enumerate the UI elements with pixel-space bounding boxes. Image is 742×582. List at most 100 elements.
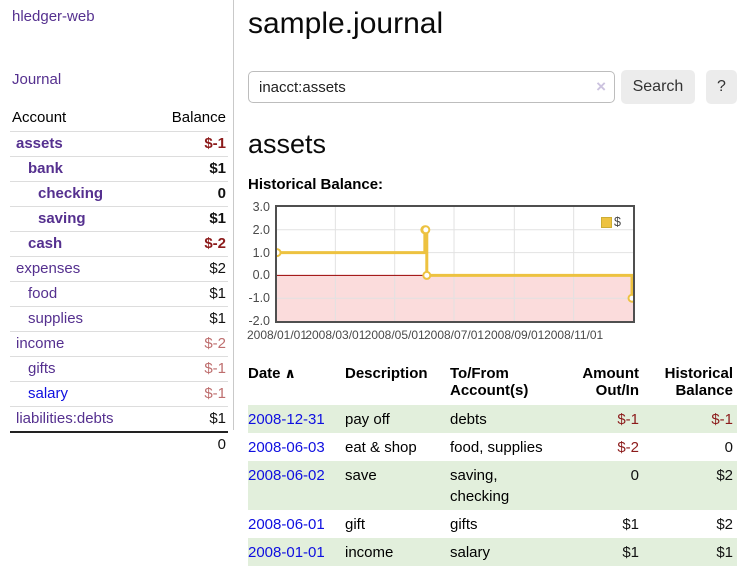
chart-legend: $ [601,215,621,229]
account-link[interactable]: food [28,285,58,302]
account-link[interactable]: cash [28,235,63,252]
account-balance: $1 [149,306,228,332]
chart-x-axis: 2008/01/01 2008/03/01 2008/05/01 2008/07/01… [247,328,633,343]
main-content: sample.journal × Search ? assets Histori… [247,0,737,566]
transaction-description: save [345,466,377,484]
data-point-marker [421,225,431,235]
account-link[interactable]: assets [16,135,63,152]
chart-y-axis: 3.0 2.0 1.0 0.0 -1.0 -2.0 [248,200,270,328]
account-row: salary $-1 [10,381,228,407]
search-button[interactable]: Search [621,70,695,104]
account-row: checking 0 [10,181,228,207]
account-balance: $1 [149,156,228,182]
accounts-header-account: Account [12,109,67,126]
search-input[interactable] [248,71,615,103]
transaction-accounts: gifts [450,515,478,533]
transaction-balance: $1 [716,543,733,561]
transaction-accounts: food, supplies [450,438,543,456]
x-axis-tick: 2008/03/01 [305,328,366,342]
transaction-amount: $-1 [617,410,639,428]
chart-plot-area: $ [275,205,635,323]
column-header-description: Description [345,365,428,382]
y-axis-tick: 3.0 [252,200,270,214]
transaction-row: 2008-06-03 eat & shop food, supplies $-2 0 [248,433,737,461]
sidebar-divider [233,0,234,430]
y-axis-tick: -1.0 [248,291,270,306]
account-link[interactable]: salary [28,385,69,402]
column-header-date[interactable]: Date ∧ [248,365,296,382]
transaction-amount: 0 [630,466,639,484]
page-title: sample.journal [248,7,444,40]
transaction-balance: $2 [716,515,733,533]
column-header-balance: Historical Balance [664,365,733,399]
y-axis-tick: 2.0 [252,222,270,237]
account-balance: $-1 [149,131,228,157]
account-link[interactable]: expenses [16,260,81,277]
transactions-header-row: Date ∧ Description To/From Account(s) Amo… [248,365,737,405]
transaction-date-link[interactable]: 2008-12-31 [248,410,325,428]
transaction-description: eat & shop [345,438,417,456]
y-axis-tick: -2.0 [248,314,270,328]
account-link[interactable]: checking [38,185,104,202]
transaction-balance: $2 [716,466,733,484]
transaction-date-link[interactable]: 2008-06-01 [248,515,325,533]
account-row: supplies $1 [10,306,228,332]
account-balance: $-1 [149,381,228,407]
x-axis-tick: 2008/11/01 [544,328,604,342]
balance-chart-svg [277,207,633,321]
account-link[interactable]: supplies [28,310,84,327]
account-link[interactable]: saving [38,210,86,227]
column-header-amount: Amount Out/In [582,365,639,399]
account-balance: $2 [149,256,228,282]
transaction-row: 2008-01-01 income salary $1 $1 [248,538,737,566]
account-row: liabilities:debts $1 [10,406,228,432]
account-link[interactable]: liabilities:debts [16,410,114,427]
accounts-total-value: 0 [149,431,228,457]
account-link[interactable]: income [16,335,65,352]
transaction-date-link[interactable]: 2008-06-02 [248,466,325,484]
journal-nav-link[interactable]: Journal [12,71,62,88]
account-row: assets $-1 [10,131,228,157]
account-heading: assets [248,129,327,159]
y-axis-tick: 1.0 [252,245,270,260]
accounts-table-body: assets $-1 bank $1 checking 0 saving $1 cash $-2 e… [10,131,228,457]
account-link[interactable]: bank [28,160,64,177]
account-row: saving $1 [10,206,228,232]
accounts-total-row: 0 [10,431,228,457]
x-axis-tick: 2008/09/01 [484,328,545,342]
account-row: gifts $-1 [10,356,228,382]
data-point-marker [627,293,633,303]
account-balance: $1 [149,406,228,432]
transaction-balance: $-1 [711,410,733,428]
transaction-amount: $-2 [617,438,639,456]
transaction-amount: $1 [622,515,639,533]
account-link[interactable]: gifts [28,360,56,377]
x-axis-tick: 2008/05/01 [364,328,425,342]
transaction-description: pay off [345,410,390,428]
legend-swatch [601,216,613,228]
transaction-accounts: saving, checking [450,466,510,505]
account-balance: $1 [149,281,228,307]
account-row: food $1 [10,281,228,307]
transactions-table-body: 2008-12-31 pay off debts $-1 $-1 2008-06-03 ea… [248,405,737,566]
transaction-date-link[interactable]: 2008-06-03 [248,438,325,456]
data-point-marker [277,248,282,258]
help-button[interactable]: ? [705,70,737,104]
legend-label: $ [614,215,621,229]
x-axis-tick: 2008/01/01 [246,328,308,342]
transaction-accounts: salary [450,543,491,561]
account-row: bank $1 [10,156,228,182]
transaction-date-link[interactable]: 2008-01-01 [248,543,325,561]
transaction-description: gift [345,515,366,533]
clear-search-icon[interactable]: × [596,77,606,96]
search-bar: × Search ? [248,70,737,104]
transactions-table: Date ∧ Description To/From Account(s) Amo… [248,365,737,566]
transaction-amount: $1 [622,543,639,561]
accounts-header-balance: Balance [171,109,226,126]
column-header-accounts: To/From Account(s) [450,365,529,399]
y-axis-tick: 0.0 [252,268,270,283]
app-title-link[interactable]: hledger-web [12,8,95,25]
chart-title: Historical Balance: [248,176,384,193]
account-balance: $-1 [149,356,228,382]
account-balance: $-2 [149,231,228,257]
